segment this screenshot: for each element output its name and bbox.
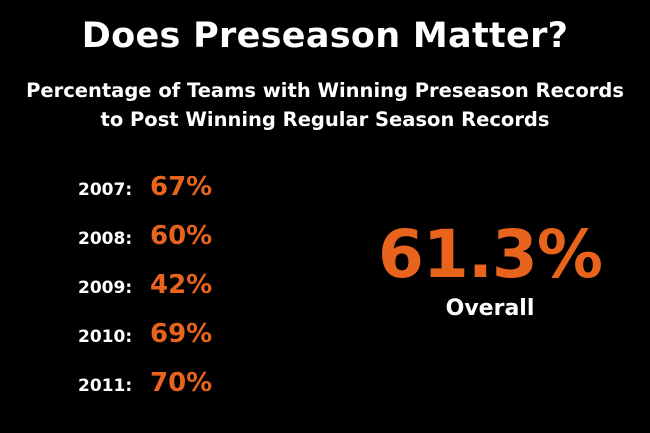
subtitle: Percentage of Teams with Winning Preseas… bbox=[0, 76, 650, 134]
year-row-2007: 2007: 67% bbox=[78, 170, 298, 219]
year-label: 2008: bbox=[78, 229, 133, 249]
year-percentage: 60% bbox=[150, 221, 213, 251]
year-label: 2011: bbox=[78, 376, 133, 396]
subtitle-line-1: Percentage of Teams with Winning Preseas… bbox=[26, 79, 624, 102]
overall-label: Overall bbox=[445, 296, 535, 321]
year-percentage: 42% bbox=[150, 270, 213, 300]
overall-percentage: 61.3% bbox=[378, 216, 603, 293]
page-title: Does Preseason Matter? bbox=[81, 16, 569, 56]
yearly-percentages-list: 2007: 67% 2008: 60% 2009: 42% 2010: 69% … bbox=[78, 170, 298, 415]
subtitle-line-2: to Post Winning Regular Season Records bbox=[100, 108, 550, 131]
year-percentage: 67% bbox=[150, 172, 213, 202]
year-row-2010: 2010: 69% bbox=[78, 317, 298, 366]
overall-summary: 61.3% Overall bbox=[330, 214, 650, 324]
year-row-2011: 2011: 70% bbox=[78, 366, 298, 415]
year-label: 2009: bbox=[78, 278, 133, 298]
year-label: 2010: bbox=[78, 327, 133, 347]
year-percentage: 70% bbox=[150, 368, 213, 398]
year-row-2009: 2009: 42% bbox=[78, 268, 298, 317]
year-label: 2007: bbox=[78, 180, 133, 200]
year-percentage: 69% bbox=[150, 319, 213, 349]
year-row-2008: 2008: 60% bbox=[78, 219, 298, 268]
